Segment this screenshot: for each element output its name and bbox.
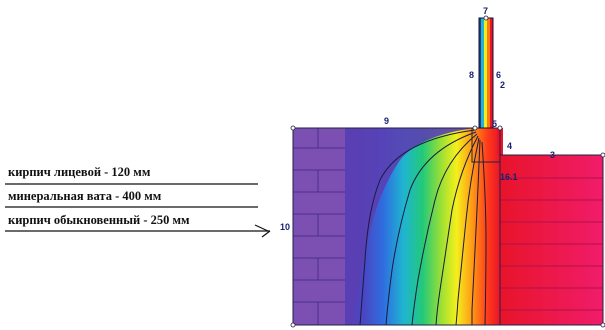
node-label-9: 9: [384, 116, 389, 126]
facing-brick-layer: [497, 128, 603, 325]
legend-arrow: [254, 224, 271, 238]
node-label-8: 8: [469, 70, 474, 80]
node-label-5: 5: [492, 119, 497, 129]
node-label-4: 4: [507, 141, 512, 151]
node-label-7: 7: [483, 6, 488, 16]
legend-ordinary-brick: кирпич обыкновенный - 250 мм: [8, 213, 190, 227]
legend-mineral-wool: минеральная вата - 400 мм: [8, 189, 162, 203]
node-label-2: 2: [500, 80, 505, 90]
node-label-16-1: 16.1: [500, 172, 518, 182]
legend-facing-brick: кирпич лицевой - 120 мм: [8, 165, 151, 179]
node-label-3: 3: [550, 150, 555, 160]
isolines: [359, 129, 487, 326]
parapet-element: [478, 17, 494, 129]
node-points: [290, 15, 605, 328]
inner-brick-layer: [293, 128, 345, 325]
legend-lines: [5, 183, 270, 232]
frame-outline: [292, 127, 604, 326]
node-label-6: 6: [496, 70, 501, 80]
node-label-10: 10: [280, 222, 290, 232]
